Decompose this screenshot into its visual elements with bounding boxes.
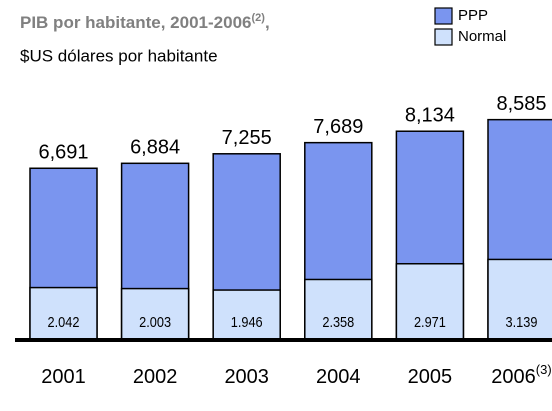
- value-label: 2.003: [139, 313, 171, 330]
- chart-title: PIB por habitante, 2001-2006(2),: [20, 12, 270, 33]
- x-tick-label: 2005: [408, 366, 453, 388]
- category-text: 2001: [41, 366, 86, 388]
- legend-label: PPP: [458, 7, 488, 24]
- value-label: 8,134: [405, 105, 455, 127]
- value-label: 6,884: [130, 137, 180, 159]
- category-text: 2002: [133, 366, 178, 388]
- value-label: 2.971: [414, 313, 446, 330]
- category-note: (3): [536, 362, 552, 377]
- legend-swatch: [434, 7, 453, 25]
- bar: [304, 278, 373, 341]
- value-label: 7,689: [313, 116, 363, 138]
- bar: [29, 286, 98, 341]
- category-text: 2003: [224, 366, 269, 388]
- x-tick-label: 2001: [41, 366, 86, 388]
- value-label: 2.358: [322, 313, 354, 330]
- bar: [120, 287, 190, 341]
- category-text: 2005: [408, 366, 453, 388]
- category-text: 2006: [491, 366, 536, 388]
- value-label: 6,691: [38, 142, 88, 164]
- title-suffix: ,: [265, 13, 270, 32]
- value-label: 1.946: [231, 313, 263, 330]
- value-label: 3.139: [506, 313, 538, 330]
- chart-subtitle: $US dólares por habitante: [20, 46, 218, 65]
- category-text: 2004: [316, 366, 361, 388]
- bar: [212, 289, 281, 341]
- x-tick-label: 2002: [133, 366, 178, 388]
- bar: [395, 262, 465, 341]
- value-label: 8,585: [496, 93, 546, 115]
- x-tick-label: 2003: [224, 366, 269, 388]
- x-tick-label: 2004: [316, 366, 361, 388]
- title-note: (2): [251, 12, 265, 24]
- value-label: 7,255: [222, 127, 272, 149]
- legend-label: Normal: [458, 28, 506, 45]
- value-label: 2.042: [48, 313, 80, 330]
- legend-swatch: [434, 28, 453, 46]
- title-text: PIB por habitante, 2001-2006: [20, 13, 251, 32]
- x-tick-label: 2006(3): [491, 362, 551, 388]
